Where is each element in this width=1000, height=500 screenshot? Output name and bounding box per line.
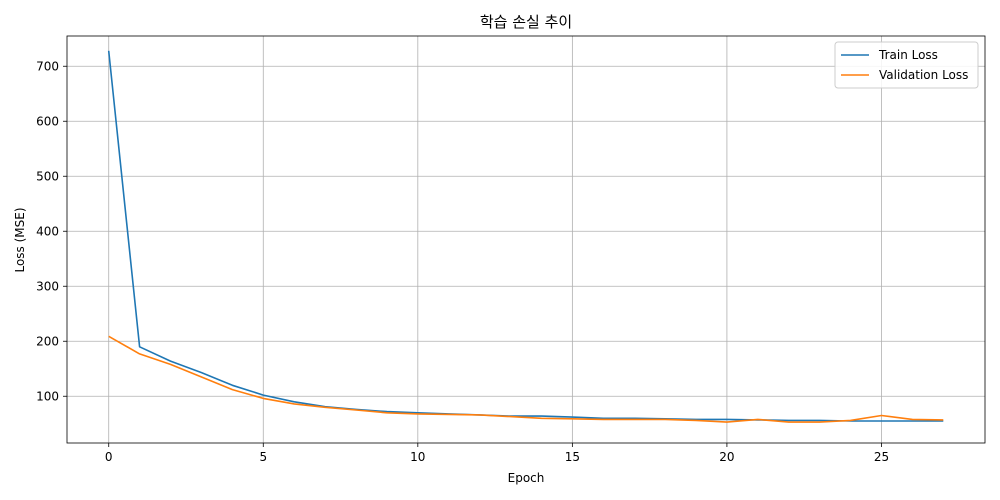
y-tick-label: 100: [36, 389, 59, 403]
legend: Train Loss Validation Loss: [834, 41, 979, 89]
x-tick-label: 5: [259, 450, 267, 464]
legend-label-1: Validation Loss: [879, 68, 968, 82]
y-axis-label: Loss (MSE): [13, 207, 27, 272]
y-tick-label: 600: [36, 114, 59, 128]
legend-label-0: Train Loss: [878, 48, 938, 62]
y-tick-label: 500: [36, 169, 59, 183]
y-ticks: 100 200 300 400 500 600 700: [36, 59, 67, 403]
y-tick-label: 400: [36, 224, 59, 238]
x-tick-label: 25: [874, 450, 889, 464]
x-tick-label: 10: [410, 450, 425, 464]
legend-box: [834, 41, 979, 89]
y-tick-label: 300: [36, 279, 59, 293]
x-ticks: 0 5 10 15 20 25: [105, 443, 889, 464]
chart-title: 학습 손실 추이: [480, 13, 572, 31]
y-tick-label: 700: [36, 59, 59, 73]
series-line-1: [108, 335, 944, 423]
x-axis-label: Epoch: [508, 471, 545, 485]
x-tick-label: 20: [719, 450, 734, 464]
series-lines: [107, 50, 944, 423]
series-line-0: [107, 50, 944, 422]
grid: [67, 36, 985, 443]
x-tick-label: 15: [565, 450, 580, 464]
x-tick-label: 0: [105, 450, 113, 464]
y-tick-label: 200: [36, 334, 59, 348]
plot-frame: [66, 35, 986, 444]
